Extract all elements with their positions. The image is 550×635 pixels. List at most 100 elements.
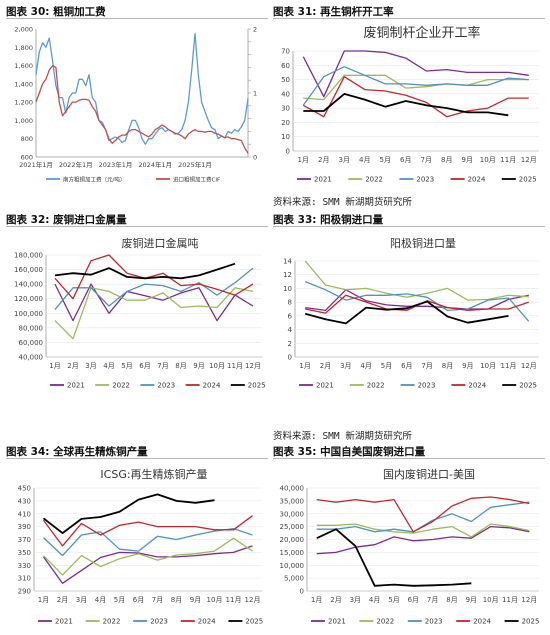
- chart-32-y-tick-label: 160,000: [14, 266, 43, 274]
- chart-31-legend-label: 2024: [468, 176, 486, 184]
- chart-33-source: 资料来源: SMM 新湖期货研究所: [273, 431, 412, 442]
- chart-31-header: 图表 31: 再生铜杆开工率: [273, 6, 394, 18]
- chart-34-x-tick-label: 1月: [38, 596, 49, 604]
- chart-30-x-tick-label: 2024年1月: [138, 160, 172, 169]
- chart-31-legend-label: 2025: [519, 176, 537, 184]
- chart-34-series-2022: [43, 537, 253, 576]
- chart-30-x-tick-label: 2025年1月: [178, 160, 212, 169]
- chart-34-series-2023: [43, 527, 253, 557]
- chart-34-x-tick-label: 12月: [245, 596, 261, 604]
- chart-35-y-tick-label: 30,000: [280, 510, 305, 518]
- chart-30-y-tick-label: 1,600: [14, 62, 33, 70]
- chart-30: 600 800 1,000 1,200 1,400 1,600 1,800 2,000 0 1 2 2…: [14, 26, 257, 184]
- chart-35-x-tick-label: 1月: [311, 596, 322, 604]
- chart-33-series-2025: [304, 300, 509, 325]
- chart-34-series-2024: [42, 515, 253, 547]
- chart-32-legend-label: 2023: [157, 382, 175, 390]
- chart-33-x-tick-label: 9月: [462, 362, 473, 370]
- chart-35-header: 图表 35: 中国自美国废铜进口量: [273, 446, 426, 458]
- chart-33-x-tick-label: 2月: [320, 362, 331, 370]
- chart-32-series-2022: [54, 287, 254, 340]
- chart-35-x-tick-label: 4月: [369, 596, 380, 604]
- chart-34-x-tick-label: 4月: [95, 596, 106, 604]
- chart-33-x-tick-label: 1月: [299, 362, 310, 370]
- chart-31-series-2022: [303, 74, 529, 101]
- chart-34-header: 图表 34: 全球再生精炼铜产量: [6, 446, 148, 458]
- chart-30-y2-tick-label: 1: [253, 90, 257, 98]
- chart-32-y-tick-label: 40,000: [19, 354, 44, 362]
- chart-34-y-tick-label: 330: [18, 562, 31, 570]
- chart-35-legend-label: 2025: [522, 618, 540, 626]
- header-rule: [273, 18, 545, 19]
- chart-34-series-2021: [42, 545, 253, 584]
- chart-33-y-tick-label: 2: [288, 340, 292, 348]
- chart-35-y-tick-label: 0: [300, 588, 304, 596]
- chart-31-y-tick-label: 50: [281, 76, 290, 84]
- chart-35-series-2025: [316, 528, 472, 587]
- chart-34-legend-label: 2022: [103, 618, 121, 626]
- chart-32-x-tick-label: 9月: [193, 362, 204, 370]
- chart-32-x-tick-label: 2月: [67, 362, 78, 370]
- chart-35-y-tick-label: 5,000: [284, 575, 304, 583]
- chart-33-y-tick-label: 4: [288, 326, 293, 334]
- chart-33: 阳极铜进口量 0 2 4 6 8 10 12 14 1月 2月 3月 4月 5月 6月 7月 8月 9月 10月 11…: [283, 236, 539, 390]
- chart-32-x-tick-label: 4月: [103, 362, 114, 370]
- chart-32-x-tick-label: 1月: [49, 362, 60, 370]
- chart-35-x-tick-label: 9月: [466, 596, 477, 604]
- chart-31-series-2021: [302, 50, 529, 98]
- chart-32: 废铜进口金属吨 40,000 60,000 80,000 100,000 120,000 1…: [14, 236, 266, 390]
- chart-32-legend-label: 2022: [112, 382, 130, 390]
- chart-35-x-tick-label: 7月: [427, 596, 438, 604]
- chart-31: 废铜制杆企业开工率 0 10 20 30 40 50 60 70 1月 2月 3月 4月 5月 6月 7月 8月…: [281, 25, 539, 184]
- chart-31-y-tick-label: 20: [281, 119, 290, 127]
- chart-34-y-tick-label: 310: [18, 575, 31, 583]
- chart-33-x-tick-label: 11月: [501, 362, 517, 370]
- chart-31-y-tick-label: 0: [286, 148, 290, 156]
- chart-31-x-tick-label: 6月: [400, 156, 411, 164]
- chart-33-x-tick-label: 7月: [421, 362, 432, 370]
- chart-35-x-tick-label: 5月: [388, 596, 399, 604]
- chart-31-x-tick-label: 2月: [318, 156, 329, 164]
- chart-34-legend-label: 2024: [198, 618, 216, 626]
- chart-35-legend-label: 2024: [473, 618, 491, 626]
- chart-30-y-tick-label: 1,400: [14, 80, 33, 88]
- chart-35-x-tick-label: 6月: [408, 596, 419, 604]
- chart-33-y-tick-label: 12: [283, 271, 292, 279]
- chart-31-x-tick-label: 10月: [480, 156, 496, 164]
- chart-35-series-2021: [316, 525, 530, 555]
- chart-31-x-tick-label: 12月: [521, 156, 537, 164]
- chart-35-y-tick-label: 40,000: [280, 485, 305, 493]
- header-rule: [273, 458, 545, 459]
- chart-33-legend-label: 2021: [316, 382, 334, 390]
- chart-30-y-tick-label: 1,000: [14, 117, 33, 125]
- chart-34-x-tick-label: 10月: [207, 596, 223, 604]
- chart-32-title: 废铜进口金属吨: [122, 236, 199, 250]
- chart-35-y-tick-label: 15,000: [280, 549, 305, 557]
- chart-35-legend-label: 2021: [328, 618, 346, 626]
- chart-30-series-south_tc: [35, 32, 249, 145]
- chart-33-series-2022: [304, 260, 529, 301]
- chart-32-x-tick-label: 12月: [245, 362, 261, 370]
- chart-31-y-tick-label: 40: [281, 90, 290, 98]
- chart-35-title: 国内废铜进口-美国: [383, 467, 475, 481]
- chart-34-legend-label: 2023: [150, 618, 168, 626]
- chart-33-x-tick-label: 6月: [401, 362, 412, 370]
- chart-35-x-tick-label: 8月: [446, 596, 457, 604]
- chart-31-title: 废铜制杆企业开工率: [363, 25, 480, 41]
- chart-35-y-tick-label: 20,000: [280, 536, 305, 544]
- chart-35-series-2022: [316, 523, 530, 538]
- chart-30-y-tick-label: 1,200: [14, 99, 33, 107]
- chart-35-series-2024: [316, 496, 530, 533]
- chart-35-y-tick-label: 35,000: [280, 497, 305, 505]
- chart-32-legend-label: 2024: [203, 382, 221, 390]
- chart-33-x-tick-label: 3月: [340, 362, 351, 370]
- chart-31-legend-label: 2021: [314, 176, 332, 184]
- chart-32-series-2021: [54, 283, 254, 322]
- chart-31-legend-label: 2022: [365, 176, 383, 184]
- chart-34-y-tick-label: 430: [18, 497, 31, 505]
- header-rule: [6, 226, 268, 227]
- chart-33-x-tick-label: 5月: [381, 362, 392, 370]
- chart-35-x-tick-label: 10月: [483, 596, 499, 604]
- chart-33-y-tick-label: 6: [288, 312, 293, 320]
- chart-31-x-tick-label: 1月: [298, 156, 309, 164]
